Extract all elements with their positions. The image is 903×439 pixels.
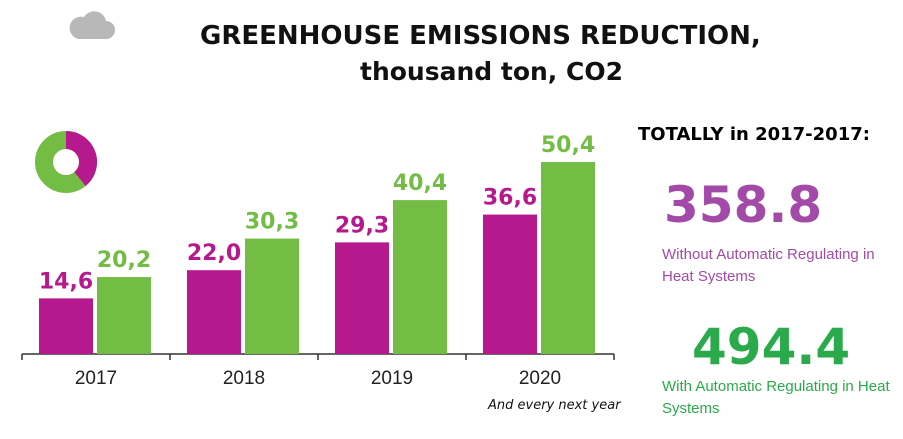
footnote: And every next year [488, 398, 621, 413]
chart-title: GREENHOUSE EMISSIONS REDUCTION, thousand… [140, 18, 800, 90]
cloud-icon [66, 8, 116, 40]
data-label: 20,2 [97, 248, 151, 273]
data-label: 50,4 [541, 133, 595, 158]
x-tick-label: 2018 [223, 368, 265, 389]
x-tick-label: 2017 [75, 368, 117, 389]
data-label: 22,0 [187, 241, 241, 266]
bar [335, 242, 389, 354]
bar [39, 298, 93, 354]
x-tick-label: 2019 [371, 368, 413, 389]
bar [97, 277, 151, 354]
donut-chart-icon [34, 130, 98, 194]
data-label: 14,6 [39, 269, 93, 294]
bar [187, 270, 241, 354]
bar-chart: 14,620,2 2017 22,030,3 2018 29,340,4 2019 36,6… [21, 133, 615, 389]
title-line-1: GREENHOUSE EMISSIONS REDUCTION, [200, 21, 761, 51]
total-without-label: Without Automatic Regulating in Heat Sys… [662, 246, 875, 285]
totals-heading: TOTALLY in 2017-2017: [638, 124, 870, 145]
data-label: 36,6 [483, 186, 537, 211]
bar [393, 200, 447, 354]
data-label: 40,4 [393, 171, 447, 196]
data-label: 30,3 [245, 210, 299, 235]
total-with-value: 494.4 [692, 318, 851, 376]
bar [483, 214, 537, 354]
x-tick-label: 2020 [519, 368, 561, 389]
total-without-value: 358.8 [664, 176, 823, 234]
bar [541, 162, 595, 354]
title-line-2: thousand ton, CO2 [360, 57, 623, 86]
data-label: 29,3 [335, 213, 389, 238]
total-with-label: With Automatic Regulating in Heat System… [662, 378, 890, 417]
bar [245, 238, 299, 354]
